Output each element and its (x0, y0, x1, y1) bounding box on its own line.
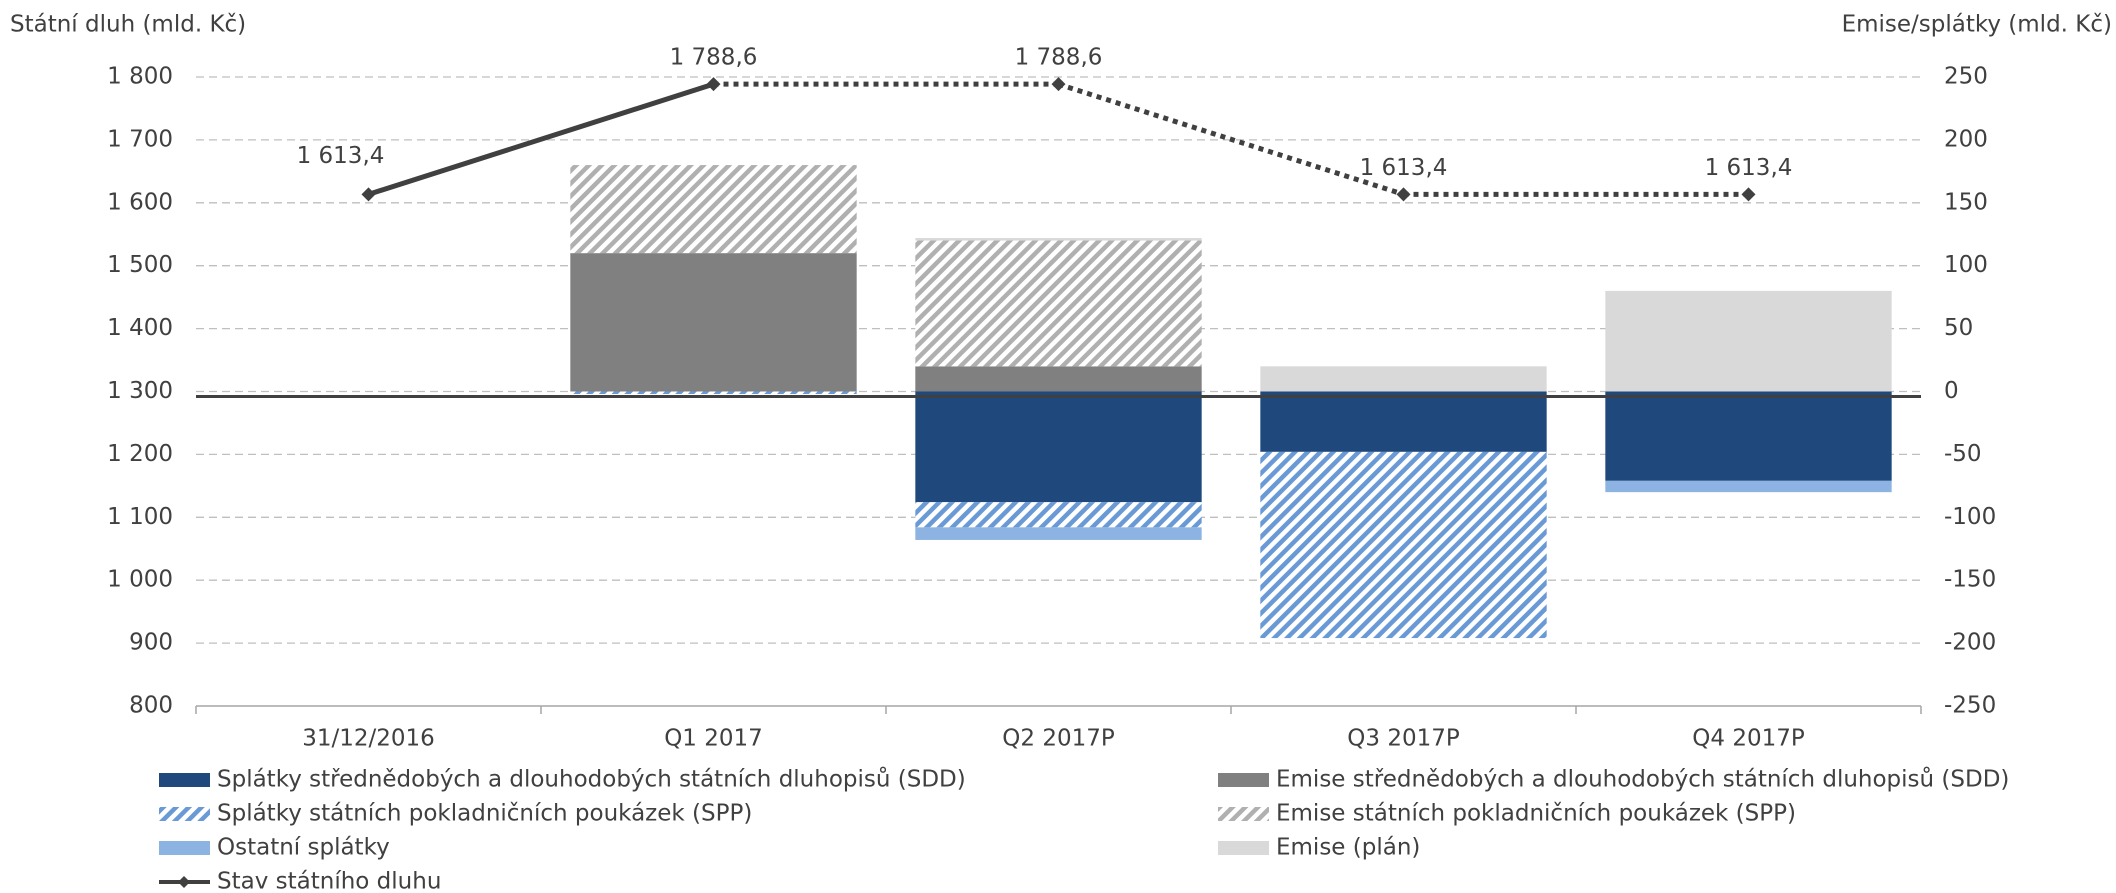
x-tick-label: Q2 2017P (1002, 726, 1115, 752)
y2-axis-title: Emise/splátky (mld. Kč) (1842, 12, 2112, 38)
bar (1605, 290, 1892, 392)
legend-marker (178, 876, 190, 888)
legend-swatch (159, 841, 210, 855)
line-segment (366, 81, 716, 197)
line-marker (1741, 187, 1756, 202)
y2-tick-label: -100 (1944, 504, 1996, 530)
legend-label: Ostatní splátky (217, 835, 390, 861)
bar (570, 391, 857, 395)
y-tick-label: 1 700 (107, 126, 173, 152)
y-tick-label: 1 600 (107, 189, 173, 215)
data-label: 1 613,4 (1705, 155, 1793, 181)
y2-tick-label: -250 (1944, 693, 1996, 719)
legend-swatch (1218, 841, 1269, 855)
x-tick-label: Q4 2017P (1692, 726, 1805, 752)
y2-tick-label: 250 (1944, 64, 1988, 90)
y2-tick-label: 150 (1944, 189, 1988, 215)
legend-swatch (1218, 807, 1269, 821)
bar (915, 238, 1202, 241)
legend-label: Emise státních pokladničních poukázek (S… (1276, 801, 1796, 827)
y2-tick-label: -50 (1944, 441, 1982, 467)
legend-swatch (159, 773, 210, 787)
y2-tick-label: 200 (1944, 126, 1988, 152)
y2-tick-label: 50 (1944, 315, 1973, 341)
legend-swatch (159, 807, 210, 821)
bar (915, 391, 1202, 503)
bar (915, 240, 1202, 367)
y-tick-label: 900 (129, 630, 173, 656)
y-tick-label: 1 000 (107, 567, 173, 593)
y-tick-label: 1 200 (107, 441, 173, 467)
y2-tick-label: -200 (1944, 630, 1996, 656)
y2-tick-label: -150 (1944, 567, 1996, 593)
bar (915, 502, 1202, 528)
data-label: 1 613,4 (1360, 155, 1448, 181)
bar (1260, 391, 1547, 452)
line-segment (1057, 81, 1405, 197)
line-marker (1051, 77, 1066, 92)
y-tick-label: 1 500 (107, 252, 173, 278)
y-tick-label: 800 (129, 693, 173, 719)
legend-label: Emise (plán) (1276, 835, 1420, 861)
bar (570, 253, 857, 392)
line-marker (706, 77, 721, 92)
x-tick-label: 31/12/2016 (302, 726, 435, 752)
x-tick-label: Q3 2017P (1347, 726, 1460, 752)
y-tick-label: 1 800 (107, 64, 173, 90)
legend-label: Stav státního dluhu (217, 869, 441, 893)
y2-tick-label: 100 (1944, 252, 1988, 278)
data-label: 1 613,4 (297, 143, 385, 169)
bar (1260, 451, 1547, 639)
data-label: 1 788,6 (1015, 45, 1103, 71)
legend-label: Emise střednědobých a dlouhodobých státn… (1276, 766, 2009, 793)
data-label: 1 788,6 (670, 45, 758, 71)
bar (1605, 480, 1892, 493)
line-marker (361, 187, 376, 202)
y-tick-label: 1 400 (107, 315, 173, 341)
bar (915, 366, 1202, 392)
y2-tick-label: 0 (1944, 378, 1959, 404)
bar (915, 527, 1202, 540)
bar (570, 165, 857, 254)
y-axis-title: Státní dluh (mld. Kč) (10, 12, 246, 38)
bar (1605, 391, 1892, 481)
y-tick-label: 1 300 (107, 378, 173, 404)
line-marker (1396, 187, 1411, 202)
legend-swatch (1218, 773, 1269, 787)
bar (1260, 366, 1547, 392)
legend-label: Splátky státních pokladničních poukázek … (217, 801, 752, 827)
y-tick-label: 1 100 (107, 504, 173, 530)
x-tick-label: Q1 2017 (664, 726, 763, 752)
legend-label: Splátky střednědobých a dlouhodobých stá… (217, 766, 966, 793)
